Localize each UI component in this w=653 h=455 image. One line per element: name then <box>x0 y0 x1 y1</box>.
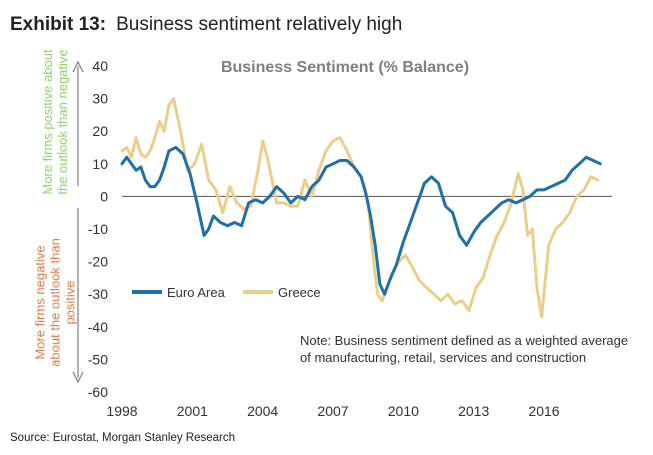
x-tick-label: 2010 <box>388 403 419 419</box>
x-tick-label: 2013 <box>458 403 489 419</box>
chart-note: Note: Business sentiment defined as a we… <box>300 333 629 365</box>
x-tick-label: 2004 <box>247 403 278 419</box>
exhibit-title-text: Business sentiment relatively high <box>116 14 403 35</box>
x-tick-label: 1998 <box>106 403 137 419</box>
y-tick-label: 30 <box>92 91 108 107</box>
y-tick-label: -30 <box>88 286 108 302</box>
legend: Euro Area Greece <box>132 285 321 300</box>
y-tick-label: 10 <box>92 156 108 172</box>
y-tick-label: -60 <box>88 384 108 400</box>
series-line-euro-area <box>120 146 602 296</box>
y-tick-label: 0 <box>100 188 108 204</box>
source-note: Source: Eurostat, Morgan Stanley Researc… <box>10 432 236 444</box>
exhibit-number: Exhibit 13: <box>10 14 107 35</box>
x-tick-label: 2001 <box>177 403 208 419</box>
series-lines <box>120 97 602 319</box>
y-tick-label: -50 <box>88 351 108 367</box>
x-tick-label: 2016 <box>528 403 559 419</box>
exhibit-title: Exhibit 13: Business sentiment relatively… <box>10 14 402 36</box>
y-tick-labels: 40 30 20 10 0 -10 -20 -30 -40 -50 -60 <box>88 58 108 400</box>
positive-outlook-label: More firms positive about the outlook th… <box>40 49 70 195</box>
x-tick-label: 2007 <box>317 403 348 419</box>
y-axis-arrow <box>72 60 84 384</box>
legend-label-greece: Greece <box>278 285 321 300</box>
y-tick-label: 40 <box>92 58 108 74</box>
legend-label-euro-area: Euro Area <box>167 285 226 300</box>
y-tick-label: -20 <box>88 254 108 270</box>
y-tick-label: 20 <box>92 123 108 139</box>
negative-outlook-label: More firms negative about the outlook th… <box>32 238 78 367</box>
chart-title: Business Sentiment (% Balance) <box>221 59 469 76</box>
x-tick-labels: 1998 2001 2004 2007 2010 2013 2016 <box>106 403 559 419</box>
y-tick-label: -40 <box>88 319 108 335</box>
y-tick-label: -10 <box>88 221 108 237</box>
